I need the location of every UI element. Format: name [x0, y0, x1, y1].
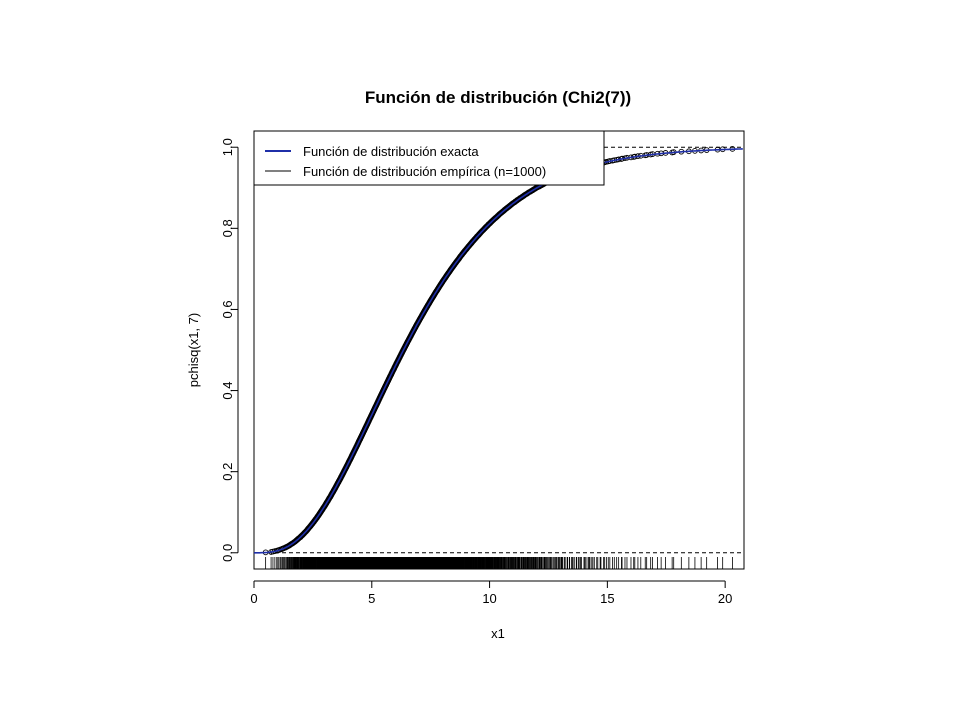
- x-tick-label: 15: [600, 591, 614, 606]
- chart-title: Función de distribución (Chi2(7)): [365, 88, 631, 107]
- legend-label-exact: Función de distribución exacta: [303, 144, 479, 159]
- x-tick-label: 10: [482, 591, 496, 606]
- x-axis-label: x1: [491, 626, 505, 641]
- y-tick-label: 0.8: [220, 219, 235, 237]
- series-empirical-cdf: [262, 145, 736, 556]
- legend: Función de distribución exacta Función d…: [253, 130, 605, 186]
- x-axis: 0 5 10 15 20: [250, 581, 732, 606]
- x-tick-label: 5: [368, 591, 375, 606]
- y-tick-label: 0.0: [220, 544, 235, 562]
- legend-label-empirical: Función de distribución empírica (n=1000…: [303, 164, 546, 179]
- y-tick-label: 0.4: [220, 382, 235, 400]
- y-axis: 0.0 0.2 0.4 0.6 0.8 1.0: [220, 138, 238, 562]
- y-tick-label: 0.2: [220, 463, 235, 481]
- x-tick-label: 0: [250, 591, 257, 606]
- legend-box: [253, 130, 605, 186]
- reference-lines: [254, 146, 744, 554]
- y-axis-label: pchisq(x1, 7): [186, 313, 201, 387]
- y-tick-label: 0.6: [220, 300, 235, 318]
- rug: [265, 557, 733, 569]
- x-tick-label: 20: [718, 591, 732, 606]
- y-tick-label: 1.0: [220, 138, 235, 156]
- exact-cdf-line: [254, 148, 743, 554]
- series-exact-cdf: [254, 148, 743, 554]
